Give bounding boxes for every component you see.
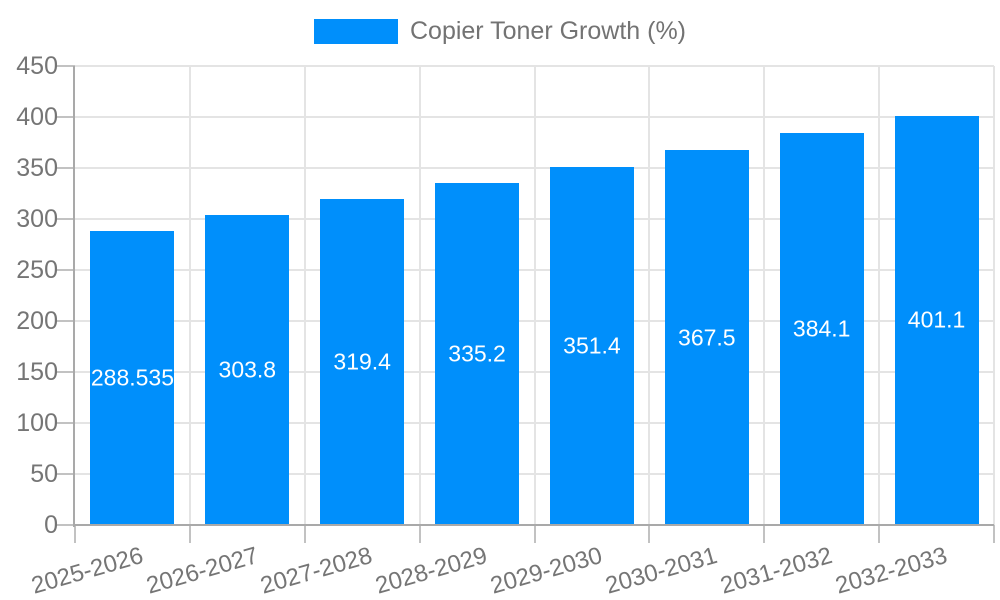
x-axis-tick: [418, 525, 421, 543]
y-axis-label: 300: [16, 205, 58, 233]
y-axis-tick: [57, 371, 75, 373]
v-gridline: [648, 66, 651, 525]
y-axis-label: 100: [16, 409, 58, 437]
bar-value-label: 319.4: [333, 348, 391, 375]
bar-2026-2027[interactable]: [205, 215, 290, 525]
y-axis-tick: [57, 65, 75, 67]
x-axis-label: 2031-2032: [717, 542, 836, 600]
x-axis-tick: [878, 525, 881, 543]
bar-2025-2026[interactable]: [90, 230, 175, 525]
bar-2029-2030[interactable]: [549, 166, 634, 525]
chart-legend: Copier Toner Growth (%): [0, 17, 1000, 46]
y-axis-label: 250: [16, 256, 58, 284]
bar-value-label: 367.5: [678, 324, 736, 351]
x-axis-label: 2027-2028: [257, 542, 376, 600]
y-axis-tick: [57, 473, 75, 475]
bar-value-label: 351.4: [563, 332, 621, 359]
y-axis-label: 0: [44, 511, 58, 539]
y-axis-tick: [57, 167, 75, 169]
x-axis-label: 2028-2029: [372, 542, 491, 600]
legend-item-copier-toner-growth[interactable]: Copier Toner Growth (%): [313, 17, 687, 46]
bar-2028-2029[interactable]: [435, 183, 520, 525]
x-axis-tick: [993, 525, 995, 543]
y-axis-tick: [57, 116, 75, 118]
x-axis-label: 2026-2027: [142, 542, 261, 600]
x-axis-tick: [74, 525, 76, 543]
y-axis-tick: [57, 524, 75, 526]
x-axis-label: 2025-2026: [28, 542, 146, 600]
x-axis-label: 2030-2031: [602, 542, 721, 600]
v-gridline: [303, 66, 306, 525]
bar-value-label: 288.535: [90, 364, 175, 391]
legend-swatch-icon: [313, 19, 398, 44]
y-axis-tick: [57, 269, 75, 271]
bar-value-label: 303.8: [218, 356, 277, 383]
v-gridline: [878, 66, 881, 525]
bar-value-label: 384.1: [792, 315, 851, 342]
v-gridline: [993, 66, 995, 525]
y-axis-tick: [57, 320, 75, 322]
x-axis-tick: [533, 525, 536, 543]
legend-label: Copier Toner Growth (%): [409, 17, 687, 45]
v-gridline: [188, 66, 191, 525]
v-gridline: [418, 66, 421, 525]
y-axis-label: 150: [16, 358, 58, 386]
y-axis-line: [73, 66, 75, 527]
x-axis-label: 2029-2030: [487, 542, 606, 600]
x-axis-tick: [188, 525, 191, 543]
v-gridline: [533, 66, 536, 525]
y-axis-label: 400: [16, 103, 58, 131]
y-axis-label: 200: [16, 307, 58, 335]
x-axis-tick: [303, 525, 306, 543]
y-axis-tick: [57, 218, 75, 220]
y-axis-tick: [57, 422, 75, 424]
bar-value-label: 401.1: [907, 306, 966, 333]
y-axis-label: 50: [30, 460, 58, 488]
bar-2031-2032[interactable]: [779, 133, 864, 525]
bar-value-label: 335.2: [448, 340, 506, 367]
y-axis-label: 450: [16, 52, 58, 80]
bar-2027-2028[interactable]: [320, 199, 405, 525]
x-axis-line: [73, 524, 994, 526]
x-axis-tick: [763, 525, 766, 543]
x-axis-tick: [648, 525, 651, 543]
y-axis-label: 350: [16, 154, 58, 182]
v-gridline: [763, 66, 766, 525]
x-axis-label: 2032-2033: [832, 542, 951, 600]
bar-2032-2033[interactable]: [894, 115, 979, 525]
bar-2030-2031[interactable]: [664, 150, 749, 525]
